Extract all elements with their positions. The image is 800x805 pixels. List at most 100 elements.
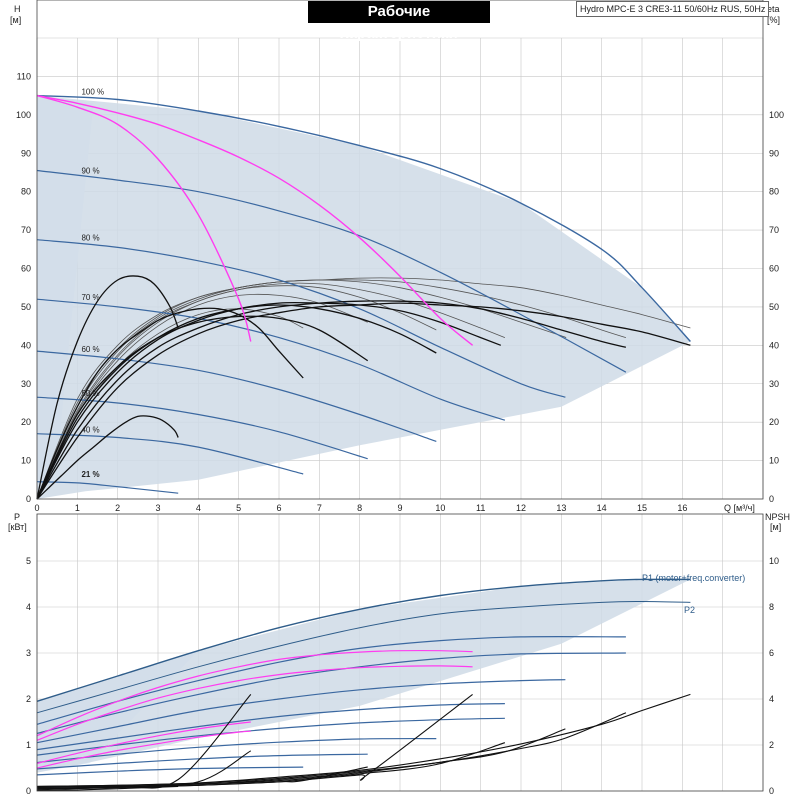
top-y-tick: 30 xyxy=(21,379,31,389)
top-x-tick: 16 xyxy=(677,503,687,513)
npsh-curve xyxy=(36,694,252,791)
top-x-tick: 13 xyxy=(556,503,566,513)
top-y-right-tick: 30 xyxy=(769,379,779,389)
bottom-y-left-unit: [кВт] xyxy=(8,522,27,532)
top-x-tick: 1 xyxy=(75,503,80,513)
power-curve xyxy=(36,679,566,744)
highlight-curve xyxy=(36,94,252,342)
speed-curve-40-percent xyxy=(36,433,304,475)
p1-curve-label: P1 (motor+freq.converter) xyxy=(642,573,745,583)
top-y-tick: 100 xyxy=(16,110,31,120)
speed-label: 100 % xyxy=(81,88,104,97)
bottom-y-tick: 3 xyxy=(26,648,31,658)
power-curve xyxy=(36,652,626,735)
efficiency-curve xyxy=(36,301,502,500)
speed-curve-90-percent xyxy=(36,169,627,373)
speed-label: 80 % xyxy=(81,234,99,243)
power-curve xyxy=(36,753,368,770)
top-x-tick: 9 xyxy=(397,503,402,513)
top-y-tick: 10 xyxy=(21,456,31,466)
pump-model-label: Hydro MPC-E 3 CRE3-11 50/60Hz RUS, 50Hz xyxy=(576,1,770,17)
top-x-tick: 10 xyxy=(435,503,445,513)
efficiency-curve-thin xyxy=(36,277,691,500)
top-y-tick: 60 xyxy=(21,264,31,274)
top-y-tick: 50 xyxy=(21,302,31,312)
bottom-y-tick: 0 xyxy=(26,786,31,796)
speed-curve-80-percent xyxy=(36,239,566,398)
top-x-tick: 7 xyxy=(317,503,322,513)
bottom-y-tick: 4 xyxy=(26,602,31,612)
top-x-tick: 2 xyxy=(115,503,120,513)
bottom-y-tick: 2 xyxy=(26,694,31,704)
efficiency-curve xyxy=(36,315,369,500)
top-x-tick: 14 xyxy=(597,503,607,513)
top-x-tick: 4 xyxy=(196,503,201,513)
efficiency-curve xyxy=(36,307,304,500)
bottom-y-right-tick: 2 xyxy=(769,740,774,750)
top-x-tick: 0 xyxy=(34,503,39,513)
top-y-right-unit: [%] xyxy=(767,15,780,25)
speed-label: 60 % xyxy=(81,345,99,354)
top-y-right-tick: 10 xyxy=(769,456,779,466)
bottom-y-right-tick: 8 xyxy=(769,602,774,612)
top-x-tick: 3 xyxy=(155,503,160,513)
speed-label: 40 % xyxy=(81,426,99,435)
top-y-left-unit: [м] xyxy=(10,15,21,25)
npsh-curve xyxy=(36,785,179,792)
top-y-right-tick: 40 xyxy=(769,340,779,350)
bottom-y-right-tick: 10 xyxy=(769,556,779,566)
bottom-y-right-tick: 4 xyxy=(769,694,774,704)
top-plot-frame xyxy=(36,0,764,500)
power-curve xyxy=(36,737,437,764)
p2-curve xyxy=(36,600,691,714)
efficiency-curve-thin xyxy=(36,282,506,500)
top-y-tick: 70 xyxy=(21,225,31,235)
top-y-tick: 20 xyxy=(21,417,31,427)
bottom-y-right-tick: 0 xyxy=(769,786,774,796)
top-y-right-tick: 20 xyxy=(769,417,779,427)
top-y-right-tick: 80 xyxy=(769,187,779,197)
bottom-y-tick: 5 xyxy=(26,556,31,566)
npsh-curve xyxy=(36,712,627,787)
speed-label: 90 % xyxy=(81,166,99,175)
p2-curve-label: P2 xyxy=(684,605,695,615)
top-y-right-tick: 60 xyxy=(769,264,779,274)
top-x-tick: 12 xyxy=(516,503,526,513)
top-y-right-tick: 50 xyxy=(769,302,779,312)
highlight-power-curve xyxy=(36,721,251,764)
power-curve xyxy=(36,766,304,776)
top-x-label: Q [м³/ч] xyxy=(724,503,755,513)
top-y-tick: 80 xyxy=(21,187,31,197)
bottom-y-left-label: P xyxy=(14,512,20,522)
efficiency-curve-thin xyxy=(36,279,567,500)
bottom-y-right-tick: 6 xyxy=(769,648,774,658)
top-x-tick: 6 xyxy=(276,503,281,513)
efficiency-curve xyxy=(36,275,179,500)
top-y-right-label: eta xyxy=(767,4,780,14)
highlight-curve xyxy=(36,94,474,346)
efficiency-curve xyxy=(36,300,627,500)
highlight-power-curve xyxy=(36,649,473,737)
bottom-y-right-unit: [м] xyxy=(770,522,781,532)
bottom-envelope xyxy=(37,579,691,773)
top-y-tick: 110 xyxy=(17,71,31,81)
speed-label: 50 % xyxy=(81,389,99,398)
bottom-y-tick: 1 xyxy=(26,740,31,750)
speed-curve-70-percent xyxy=(36,298,506,421)
top-y-tick: 0 xyxy=(26,494,31,504)
top-x-tick: 11 xyxy=(476,503,485,513)
top-x-tick: 15 xyxy=(637,503,647,513)
speed-curve-100-percent xyxy=(36,94,691,342)
efficiency-curve xyxy=(36,415,179,500)
p1-curve xyxy=(36,578,691,702)
top-y-right-tick: 0 xyxy=(769,494,774,504)
power-curve xyxy=(36,703,505,751)
speed-label: 21 % xyxy=(81,470,99,479)
highlight-power-curve xyxy=(36,730,251,769)
top-y-right-tick: 90 xyxy=(769,148,779,158)
top-y-tick: 40 xyxy=(21,340,31,350)
bottom-y-right-label: NPSH xyxy=(765,512,790,522)
top-x-tick: 8 xyxy=(357,503,362,513)
top-y-right-tick: 100 xyxy=(769,110,784,120)
